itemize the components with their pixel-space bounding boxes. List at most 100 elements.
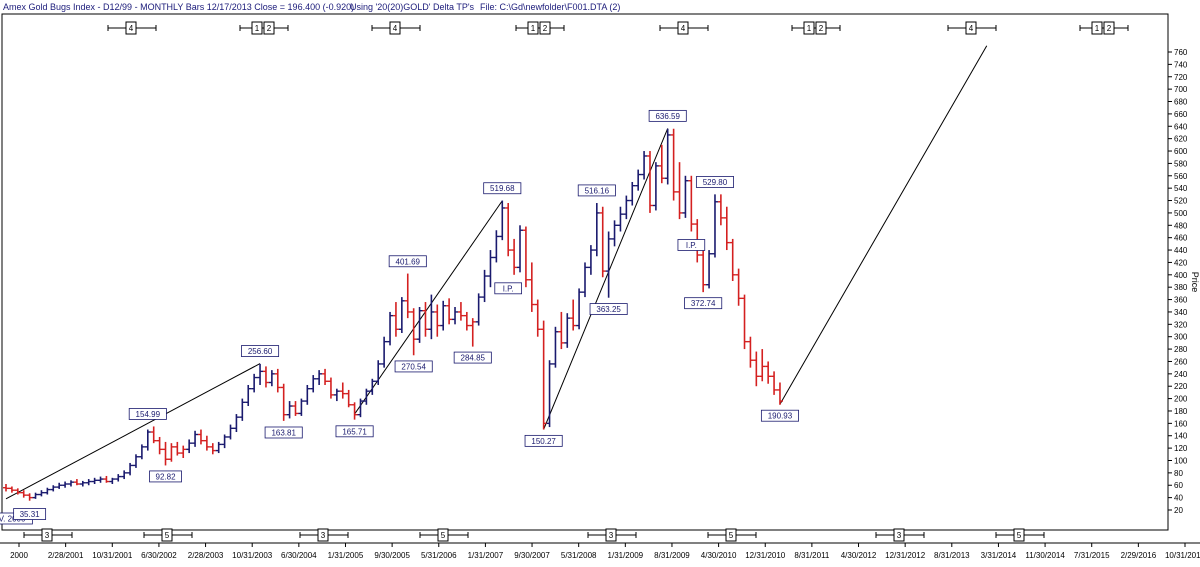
price-label: 372.74: [691, 299, 716, 308]
plot-frame: [1, 13, 1169, 531]
x-tick-label: 10/31/2003: [232, 551, 273, 560]
top-cycle-marker-label: 4: [969, 24, 974, 33]
top-cycle-marker-box: [389, 21, 401, 35]
y-tick-label: 700: [1174, 85, 1188, 94]
top-cycle-marker-label: 1: [807, 24, 812, 33]
price-label-box: [149, 470, 182, 483]
bottom-cycle-marker-box: [437, 528, 449, 542]
chart-header: Amex Gold Bugs Index - D12/99 - MONTHLY …: [0, 0, 1200, 14]
price-label-box: [648, 109, 687, 122]
y-tick-label: 560: [1174, 172, 1188, 181]
y-tick-label: 520: [1174, 197, 1188, 206]
price-label-box: [494, 282, 522, 295]
price-label-box: [760, 409, 799, 422]
price-label: 401.69: [396, 257, 421, 266]
top-cycle-marker-label: 4: [681, 24, 686, 33]
top-cycle-marker-label: 2: [543, 24, 548, 33]
bottom-cycle-marker-box: [1013, 528, 1025, 542]
y-axis-title: Price: [1190, 272, 1200, 293]
price-label-box: [264, 426, 303, 439]
top-cycle-marker-box: [677, 21, 689, 35]
price-label-box: [128, 408, 167, 420]
price-label: 150.27: [531, 437, 556, 446]
y-tick-label: 640: [1174, 122, 1188, 131]
price-label: 636.59: [655, 112, 680, 121]
top-cycle-marker-box: [815, 21, 827, 35]
x-tick-label: 6/30/2002: [141, 551, 177, 560]
y-tick-label: 680: [1174, 98, 1188, 107]
price-label: 270.54: [401, 362, 426, 371]
top-cycle-marker-box: [965, 21, 977, 35]
x-tick-label: 10/31/2001: [92, 551, 133, 560]
x-tick-label: 1/31/2005: [328, 551, 364, 560]
top-cycle-marker-label: 2: [819, 24, 824, 33]
x-tick-label: 2000: [10, 551, 28, 560]
price-label-box: [577, 184, 616, 197]
y-tick-label: 220: [1174, 382, 1188, 391]
top-cycle-marker-label: 1: [1095, 24, 1100, 33]
y-tick-label: 240: [1174, 370, 1188, 379]
y-tick-label: 420: [1174, 258, 1188, 267]
x-tick-label: 7/31/2015: [1074, 551, 1110, 560]
y-tick-label: 20: [1174, 506, 1183, 515]
x-tick-label: 2/28/2003: [188, 551, 224, 560]
y-tick-label: 740: [1174, 60, 1188, 69]
x-tick-label: 1/31/2009: [608, 551, 644, 560]
bottom-cycle-marker-label: 5: [441, 531, 446, 540]
y-tick-label: 380: [1174, 283, 1188, 292]
x-tick-label: 12/31/2012: [885, 551, 926, 560]
top-cycle-marker-box: [1103, 21, 1115, 35]
price-label: 163.81: [271, 428, 296, 437]
trendline: [5, 363, 261, 500]
x-tick-label: 9/30/2005: [374, 551, 410, 560]
price-label: 363.25: [596, 305, 621, 314]
trendline: [779, 45, 988, 405]
x-tick-label: 12/31/2010: [745, 551, 786, 560]
price-label: 256.60: [248, 347, 273, 356]
top-cycle-marker-box: [263, 21, 275, 35]
price-label-box: [241, 345, 280, 357]
y-tick-label: 300: [1174, 333, 1188, 342]
y-tick-label: 280: [1174, 345, 1188, 354]
trendline: [354, 200, 503, 415]
x-tick-label: 4/30/2010: [701, 551, 737, 560]
x-tick-label: 11/30/2014: [1025, 551, 1065, 560]
bottom-cycle-marker-label: 3: [45, 531, 50, 540]
bottom-cycle-marker-label: 3: [897, 531, 902, 540]
bottom-cycle-marker-box: [41, 528, 53, 542]
top-cycle-marker-box: [1091, 21, 1103, 35]
x-tick-label: 4/30/2012: [841, 551, 877, 560]
top-cycle-marker-label: 2: [1107, 24, 1112, 33]
price-label-box: [524, 434, 563, 447]
price-label: 92.82: [156, 472, 177, 481]
y-tick-label: 460: [1174, 234, 1188, 243]
price-label-box: [335, 425, 374, 438]
trendline: [543, 128, 669, 430]
price-label: 165.71: [342, 427, 367, 436]
y-tick-label: 620: [1174, 135, 1188, 144]
top-cycle-marker-label: 1: [531, 24, 536, 33]
top-cycle-marker-box: [125, 21, 137, 35]
y-tick-label: 40: [1174, 494, 1183, 503]
x-tick-label: 2/29/2016: [1121, 551, 1157, 560]
top-cycle-marker-box: [803, 21, 815, 35]
price-label: 516.16: [585, 186, 610, 195]
price-label: I.P.: [686, 241, 697, 250]
top-cycle-marker-label: 4: [129, 24, 134, 33]
y-tick-label: 600: [1174, 147, 1188, 156]
y-tick-label: 540: [1174, 184, 1188, 193]
price-label-box: [13, 508, 47, 520]
x-tick-label: 5/31/2008: [561, 551, 597, 560]
y-tick-label: 260: [1174, 357, 1188, 366]
y-tick-label: 180: [1174, 407, 1188, 416]
price-label: 190.93: [768, 412, 793, 421]
top-cycle-marker-label: 2: [267, 24, 272, 33]
price-label-box: [684, 297, 723, 310]
y-tick-label: 760: [1174, 48, 1188, 57]
y-tick-label: 660: [1174, 110, 1188, 119]
y-tick-label: 100: [1174, 456, 1188, 465]
y-tick-label: 340: [1174, 308, 1188, 317]
bottom-cycle-marker-label: 5: [729, 531, 734, 540]
price-label-box: [394, 360, 433, 373]
